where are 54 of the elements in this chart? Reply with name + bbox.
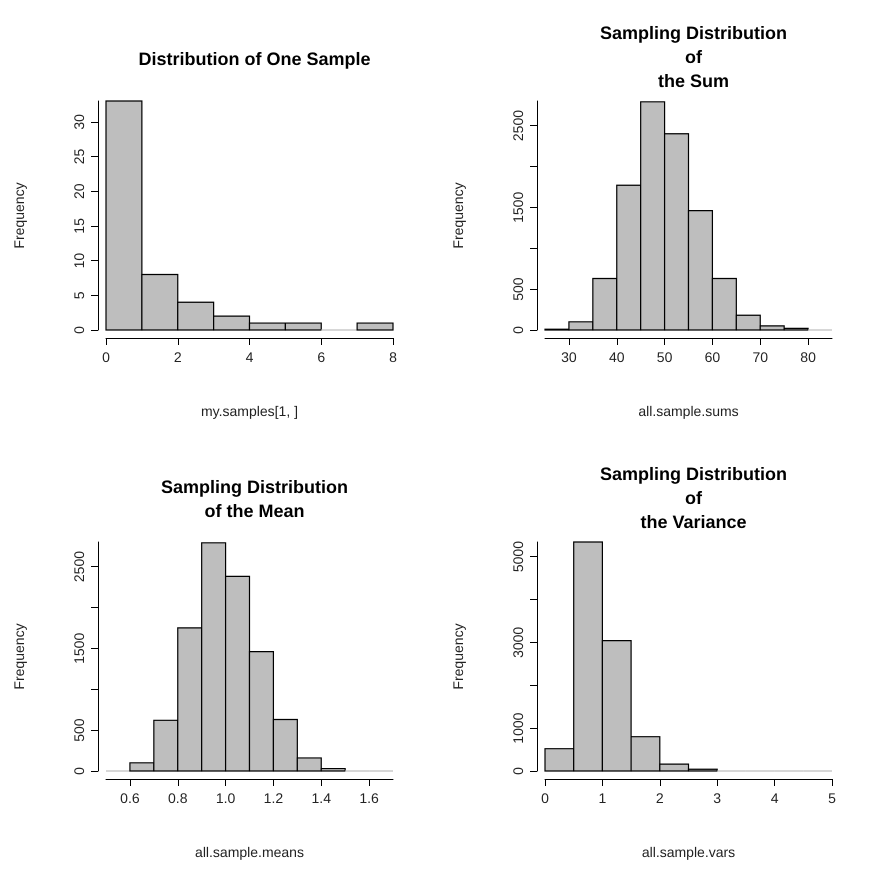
y-tick-label: 1000: [510, 712, 526, 744]
y-axis-title: Frequency: [450, 623, 466, 690]
x-tick-label: 4: [246, 349, 254, 365]
y-tick-label: 5: [71, 291, 87, 300]
y-tick-label: 2500: [510, 110, 526, 142]
y-tick-label: 10: [71, 252, 87, 268]
y-tick-label: 3000: [510, 626, 526, 658]
x-tick-label: 0.8: [168, 790, 188, 806]
x-tick-label: 1.0: [216, 790, 236, 806]
x-tick-label: 50: [656, 349, 673, 365]
x-tick-label: 2: [656, 790, 664, 806]
y-tick-label: 2500: [71, 550, 87, 582]
y-axis-title: Frequency: [11, 182, 27, 249]
y-tick-label: 0: [71, 766, 87, 775]
x-tick-label: 0: [541, 790, 550, 806]
x-tick-label: 40: [608, 349, 625, 365]
x-axis-title: my.samples[1, ]: [201, 403, 298, 419]
chart-title: Distribution of One Sample: [138, 49, 371, 69]
y-axis-title: Frequency: [11, 623, 27, 690]
y-tick-label: 0: [510, 326, 526, 334]
x-tick-label: 1: [598, 790, 606, 806]
y-axis-title: Frequency: [450, 182, 466, 249]
x-tick-label: 70: [752, 349, 768, 365]
y-tick-label: 0: [510, 766, 526, 775]
x-axis-title: all.sample.sums: [638, 403, 739, 419]
y-tick-label: 20: [71, 183, 87, 199]
x-tick-label: 1.4: [312, 790, 332, 806]
x-tick-label: 30: [561, 349, 577, 365]
chart-title: Sampling Distribution of the Sum: [600, 23, 787, 91]
x-axis-title: all.sample.vars: [642, 844, 736, 860]
chart-title: Sampling Distribution of the Variance: [600, 464, 787, 532]
y-tick-label: 0: [71, 326, 87, 334]
chart-title: Sampling Distribution of the Mean: [161, 477, 348, 521]
y-tick-label: 1500: [510, 192, 526, 223]
x-tick-label: 3: [713, 790, 722, 806]
x-tick-label: 1.2: [264, 790, 284, 806]
x-tick-label: 80: [800, 349, 816, 365]
y-tick-label: 1500: [71, 632, 87, 664]
x-tick-label: 0.6: [120, 790, 140, 806]
x-tick-label: 8: [389, 349, 398, 365]
x-tick-label: 6: [317, 349, 326, 365]
x-tick-label: 1.6: [359, 790, 380, 806]
y-tick-label: 30: [71, 114, 87, 130]
x-axis-title: all.sample.means: [195, 844, 304, 860]
x-tick-label: 2: [174, 349, 182, 365]
y-tick-label: 15: [71, 218, 87, 234]
x-tick-label: 5: [828, 790, 836, 806]
x-tick-label: 4: [770, 790, 779, 806]
y-tick-label: 5000: [510, 540, 526, 572]
y-tick-label: 500: [510, 277, 526, 301]
y-tick-label: 25: [71, 148, 87, 164]
y-tick-label: 500: [71, 718, 87, 742]
x-tick-label: 60: [704, 349, 720, 365]
x-tick-label: 0: [102, 349, 110, 365]
